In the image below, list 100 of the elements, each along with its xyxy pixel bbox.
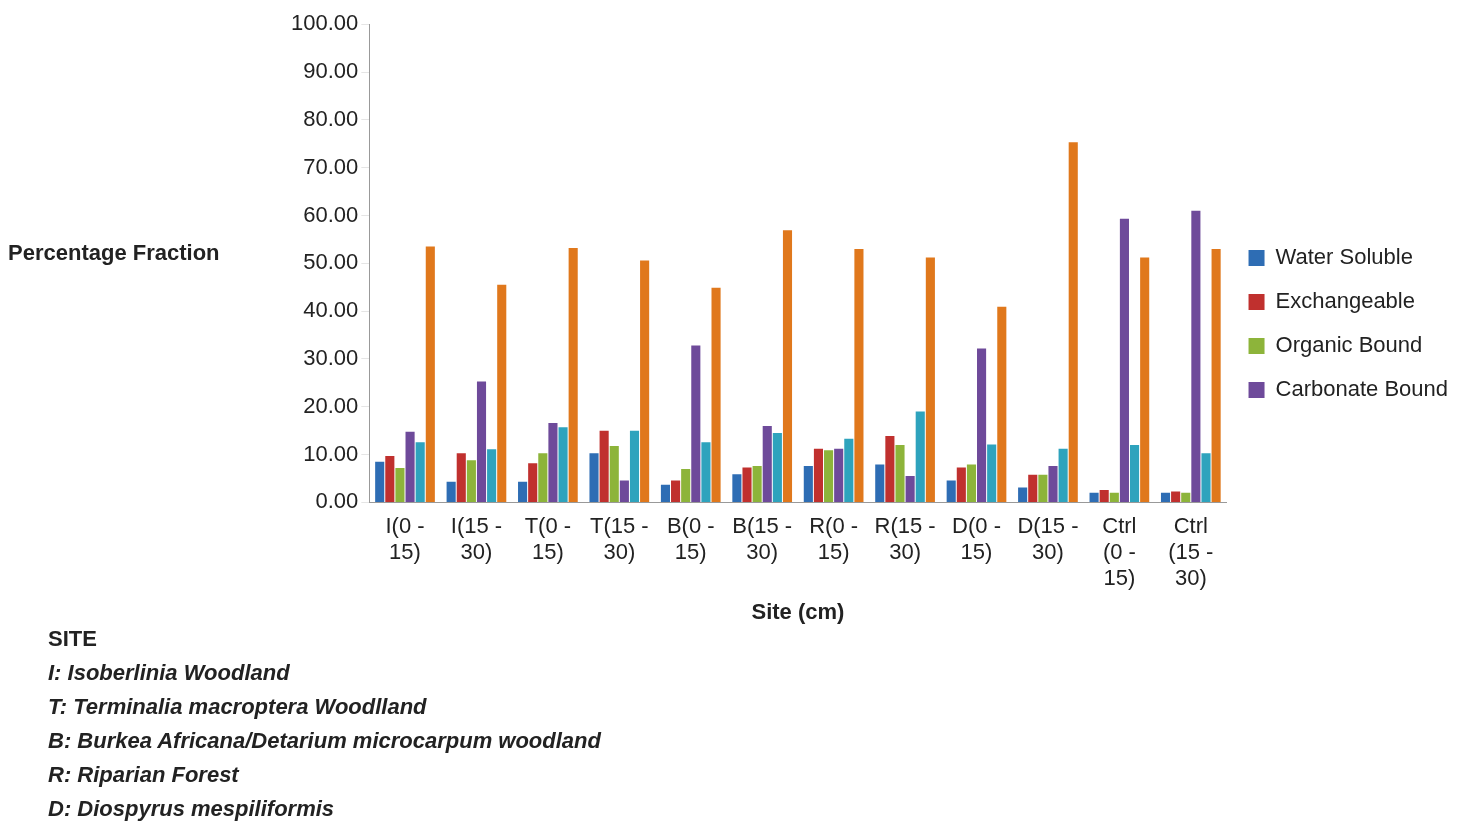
y-tick-label: 80.00 — [303, 105, 359, 131]
bar — [732, 474, 742, 502]
text: I: Isoberlinia Woodland — [48, 659, 291, 687]
bar — [885, 435, 895, 502]
text: D: Diospyrus mespiliformis — [48, 795, 336, 823]
bar — [1058, 448, 1068, 502]
bar — [905, 476, 915, 502]
bar — [681, 468, 691, 502]
legend-label: Water Soluble — [1275, 244, 1413, 270]
bar — [742, 467, 752, 502]
legend-label: Carbonate Bound — [1275, 376, 1448, 402]
x-tick-label: B(15 - 30) — [732, 512, 793, 565]
bar — [875, 464, 885, 502]
bar — [834, 448, 844, 502]
bar — [803, 466, 813, 502]
bar — [977, 348, 987, 502]
y-tick-label: 90.00 — [303, 58, 359, 84]
bar — [619, 480, 629, 502]
bar — [956, 467, 966, 502]
bar — [915, 411, 925, 502]
x-axis-title: Site (cm) — [751, 598, 845, 624]
bar — [1191, 210, 1201, 502]
y-tick-label: 0.00 — [315, 488, 359, 514]
bar — [660, 484, 671, 502]
y-tick-label: 50.00 — [303, 249, 359, 275]
bar — [518, 481, 528, 502]
bar — [466, 460, 476, 502]
bar — [629, 430, 640, 502]
y-tick-label: 20.00 — [303, 392, 359, 418]
bar — [538, 453, 548, 502]
bar — [772, 433, 782, 502]
x-tick-label: I(0 - 15) — [385, 512, 425, 565]
bar — [395, 467, 405, 502]
bar — [701, 442, 711, 502]
x-tick-label: T(0 - 15) — [524, 512, 572, 565]
y-tick-label: 70.00 — [303, 153, 359, 179]
bar — [691, 345, 701, 502]
bar — [752, 466, 762, 502]
x-tick-label: Ctrl (0 - 15) — [1102, 512, 1137, 591]
bar — [476, 381, 487, 502]
bar — [844, 438, 854, 502]
x-tick-label: T(15 - 30) — [589, 512, 649, 565]
bar — [1181, 492, 1191, 502]
bar — [640, 260, 650, 502]
text: T: Terminalia macroptera Woodlland — [48, 693, 428, 721]
bar — [925, 257, 935, 502]
y-tick-label: 100.00 — [290, 10, 359, 36]
bar — [1018, 487, 1028, 502]
bar — [425, 246, 435, 502]
bar — [1089, 492, 1099, 502]
bar — [711, 287, 721, 502]
bar — [568, 248, 578, 502]
bar — [609, 445, 619, 502]
bar — [854, 248, 864, 502]
bar — [997, 306, 1007, 502]
text: B: Burkea Africana/Detarium microcarpum woodland — [48, 727, 603, 755]
bar — [1048, 466, 1058, 502]
bar — [946, 480, 956, 502]
bar — [1028, 474, 1038, 502]
x-tick-label: I(15 - 30) — [450, 512, 503, 565]
bar — [1171, 491, 1181, 502]
y-axis-title: Percentage Fraction — [8, 239, 221, 266]
legend-label: Organic Bound — [1275, 332, 1423, 358]
bar — [405, 431, 415, 502]
y-tick-label: 30.00 — [303, 345, 359, 370]
text: R: Riparian Forest — [48, 761, 241, 789]
bar — [1109, 492, 1119, 502]
bar — [589, 453, 599, 502]
bar — [824, 450, 834, 502]
bar — [671, 480, 681, 502]
x-tick-label: D(0 - 15) — [952, 512, 1001, 565]
bar — [1038, 474, 1048, 502]
bar — [1068, 142, 1078, 502]
bar — [456, 453, 466, 502]
x-tick-label: B(0 - 15) — [666, 512, 715, 565]
bar — [1211, 248, 1221, 502]
bar — [599, 430, 609, 502]
bar — [987, 444, 997, 502]
bar — [385, 456, 395, 502]
bar — [415, 442, 425, 502]
bar — [528, 463, 538, 502]
bar — [762, 425, 772, 502]
x-tick-label: Ctrl (15 - 30) — [1168, 512, 1214, 591]
bar — [558, 427, 568, 502]
x-tick-label: R(15 - 30) — [874, 512, 936, 565]
bar — [375, 461, 385, 502]
bar — [446, 481, 456, 502]
bar — [1119, 218, 1129, 502]
bar — [895, 445, 905, 502]
bar — [1099, 489, 1109, 502]
y-tick-label: 40.00 — [303, 297, 359, 323]
y-tick-label: 10.00 — [303, 440, 359, 466]
bar — [782, 230, 793, 502]
bar — [813, 448, 823, 502]
bar — [497, 284, 507, 502]
bar — [966, 464, 976, 502]
y-tick-label: 60.00 — [303, 201, 359, 227]
bar — [548, 423, 558, 502]
bar — [1201, 453, 1211, 502]
bar — [1160, 492, 1171, 502]
